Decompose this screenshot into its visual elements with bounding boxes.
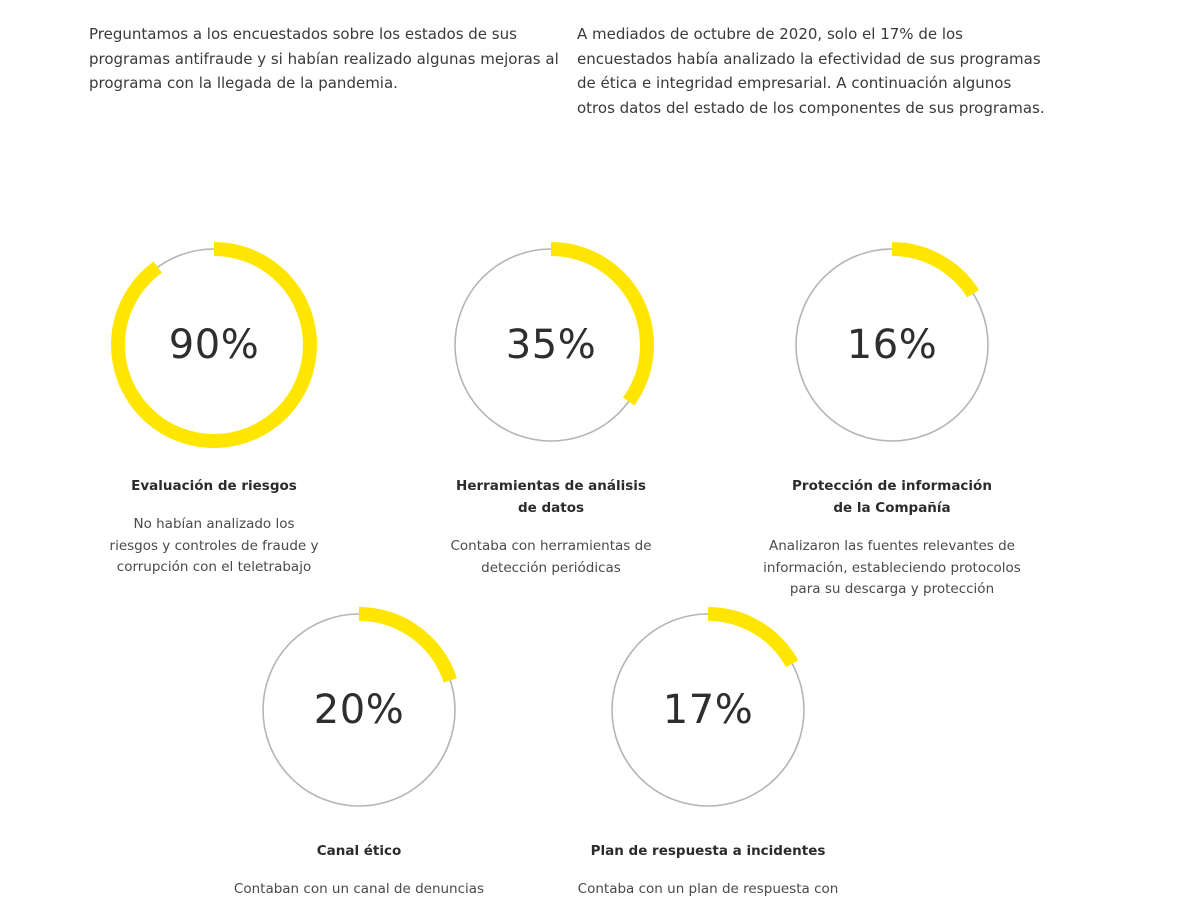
kpi-title: Protección de información de la Compañía [792,478,992,516]
intro-text-left: Preguntamos a los encuestados sobre los … [89,25,559,92]
kpi-title: Plan de respuesta a incidentes [590,843,826,859]
kpi-ethics-channel: 20% Canal ético Contaban con un canal de… [189,600,529,901]
ring-value-label: 35% [505,322,597,368]
kpi-title: Evaluación de riesgos [131,478,297,494]
progress-ring-data-analysis-tools: 35% [441,235,661,455]
kpi-description: Contaba con un plan de respuesta con [577,881,839,897]
ring-value-label: 16% [846,322,938,368]
kpi-data-analysis-tools: 35% Herramientas de análisis de datos Co… [381,235,721,579]
ring-progress-arc [789,242,995,448]
intro-text-right: A mediados de octubre de 2020, solo el 1… [577,25,1045,117]
kpi-company-info-protection: 16% Protección de información de la Comp… [722,235,1062,601]
kpi-description: Contaba con herramientas de detección pe… [450,538,652,576]
ring-progress-arc [448,242,654,448]
kpi-title: Herramientas de análisis de datos [456,478,646,516]
progress-ring-company-info-protection: 16% [782,235,1002,455]
kpi-title: Canal ético [316,843,402,859]
kpi-description: Contaban con un canal de denuncias [233,881,485,897]
kpi-description: No habían analizado los riesgos y contro… [109,516,319,575]
progress-ring-incident-response-plan: 17% [598,600,818,820]
ring-progress-arc [256,607,462,813]
ring-value-label: 90% [168,322,260,368]
progress-ring-risk-assessment: 90% [104,235,324,455]
ring-value-label: 20% [313,687,405,733]
kpi-description: Analizaron las fuentes relevantes de inf… [763,538,1021,597]
progress-ring-ethics-channel: 20% [249,600,469,820]
ring-progress-arc [111,242,317,448]
kpi-risk-assessment: 90% Evaluación de riesgos No habían anal… [44,235,384,579]
ring-progress-arc [605,607,811,813]
kpi-incident-response-plan: 17% Plan de respuesta a incidentes Conta… [538,600,878,901]
ring-value-label: 17% [662,687,754,733]
